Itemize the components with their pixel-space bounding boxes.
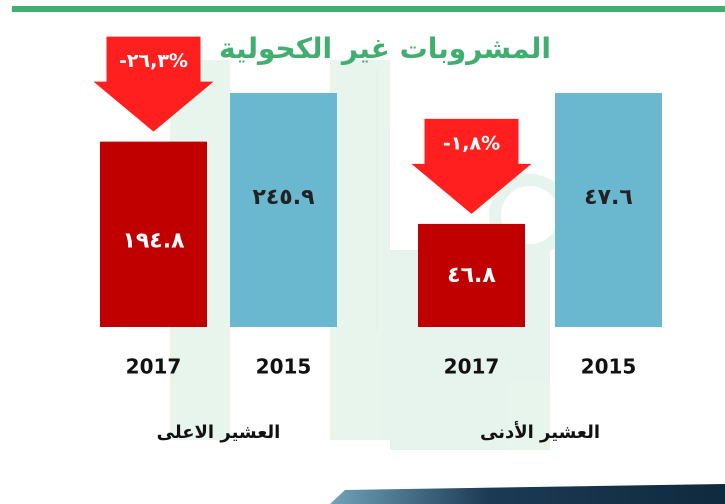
bar <box>555 93 662 327</box>
x-axis-label: العشير الاعلى <box>157 422 281 443</box>
chart-title: المشروبات غير الكحولية <box>219 32 551 65</box>
value-label: ٤٦.٨ <box>447 263 496 288</box>
x-tick-label: 2015 <box>581 355 637 379</box>
x-tick-label: 2017 <box>444 355 500 379</box>
annotation: -١,٨% <box>443 132 500 154</box>
x-tick-label: 2015 <box>256 355 312 379</box>
x-tick-label: 2017 <box>126 355 182 379</box>
bar <box>230 93 337 327</box>
top-rule <box>12 6 725 12</box>
value-label: ٤٧.٦ <box>584 185 633 210</box>
x-axis-label: العشير الأدنى <box>480 421 600 443</box>
value-label: ١٩٤.٨ <box>122 229 185 254</box>
chart: المشروبات غير الكحولية ١٩٤.٨ 2017 ٢٤٥.٩ 201… <box>0 0 725 504</box>
value-label: ٢٤٥.٩ <box>252 185 314 210</box>
annotation: -٢٦,٣% <box>119 50 188 72</box>
